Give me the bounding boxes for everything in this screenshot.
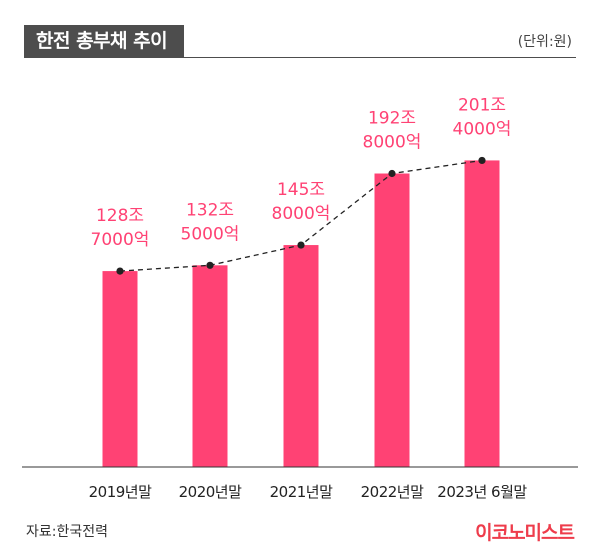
- chart-title: 한전 총부채 추이: [36, 30, 168, 52]
- trend-point-5: [478, 156, 486, 165]
- data-label-5: 201조 4000억: [453, 95, 512, 139]
- data-label-1: 128조 7000억: [91, 206, 150, 250]
- data-label-line: 8000억: [363, 133, 422, 153]
- data-label-line: 145조: [277, 180, 325, 200]
- data-label-line: 192조: [368, 109, 416, 129]
- data-label-line: 4000억: [453, 119, 512, 139]
- brand-logo: 이코노미스트: [475, 522, 575, 544]
- data-label-line: 8000억: [272, 204, 331, 224]
- data-label-2: 132조 5000억: [181, 200, 240, 244]
- data-label-line: 5000억: [181, 224, 240, 244]
- x-tick-label-2: 2020년말: [179, 483, 242, 501]
- x-tick-label-5: 2023년 6월말: [437, 483, 527, 501]
- data-label-3: 145조 8000억: [272, 180, 331, 224]
- x-tick-label-1: 2019년말: [89, 483, 152, 501]
- data-label-4: 192조 8000억: [363, 109, 422, 153]
- title-rule: [24, 57, 576, 58]
- bar-3: [283, 245, 319, 467]
- x-tick-label-4: 2022년말: [361, 483, 424, 501]
- trend-point-2: [206, 261, 214, 269]
- x-tick-label-3: 2021년말: [270, 483, 333, 501]
- title-bar: [24, 25, 184, 58]
- bar-4: [374, 173, 410, 467]
- unit-label: (단위:원): [517, 34, 572, 50]
- data-label-line: 7000억: [91, 230, 150, 250]
- bar-2: [192, 265, 228, 467]
- data-label-line: 201조: [458, 95, 506, 115]
- trend-point-4: [388, 169, 396, 178]
- trend-point-1: [116, 267, 124, 275]
- bar-1: [102, 271, 138, 467]
- data-label-line: 128조: [96, 206, 144, 226]
- data-label-line: 132조: [186, 200, 234, 220]
- trend-point-3: [297, 241, 305, 249]
- bar-5: [464, 160, 500, 467]
- source-note: 자료:한국전력: [26, 524, 108, 540]
